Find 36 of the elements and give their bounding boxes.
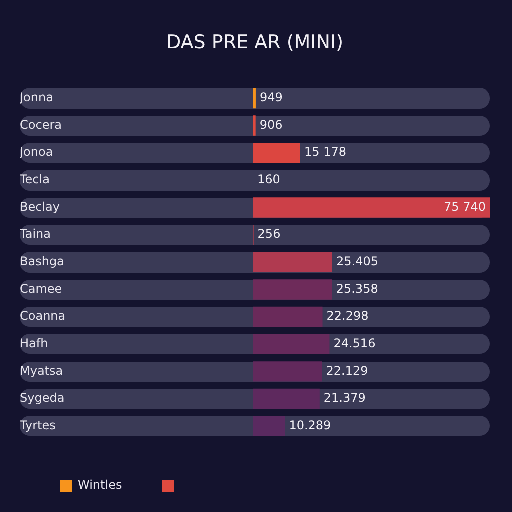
- data-label: 22.298: [326, 309, 369, 324]
- data-label: 25.358: [336, 282, 378, 296]
- data-label: 10.289: [289, 418, 332, 432]
- y-tick-label: Beclay: [20, 200, 60, 214]
- data-label: 21.379: [324, 391, 366, 406]
- y-tick-label: Coanna: [20, 309, 66, 324]
- bar: [253, 362, 322, 382]
- y-tick-label: Hafh: [20, 336, 48, 350]
- y-tick-label: Tyrtes: [19, 418, 56, 432]
- bar: [253, 143, 300, 164]
- y-tick-label: Tecla: [19, 172, 50, 187]
- data-label: 906: [260, 118, 283, 132]
- data-label: 24.516: [334, 336, 376, 350]
- data-label: 949: [260, 90, 283, 105]
- bar: [253, 306, 323, 328]
- y-tick-label: Myatsa: [20, 364, 64, 378]
- bar: [253, 388, 320, 410]
- bar: [253, 334, 330, 354]
- y-tick-label: Sygeda: [20, 391, 65, 406]
- y-tick-label: Cocera: [20, 118, 62, 132]
- data-label: 256: [258, 227, 281, 242]
- bar: [253, 280, 332, 300]
- data-label: 160: [258, 172, 280, 187]
- y-tick-label: Bashga: [20, 254, 64, 269]
- bar: [253, 416, 286, 436]
- y-tick-label: Taina: [19, 227, 51, 242]
- bar: [253, 116, 256, 136]
- legend-label: Wintles: [78, 478, 122, 492]
- bar: [253, 88, 256, 109]
- data-label: 15 178: [304, 145, 346, 160]
- data-label: 75 740: [444, 200, 486, 214]
- data-label: 25.405: [336, 254, 378, 269]
- chart-title: DAS PRE AR (MINI): [166, 31, 344, 54]
- y-tick-label: Camee: [20, 282, 62, 296]
- bar: [253, 252, 332, 273]
- data-label: 22.129: [326, 364, 368, 378]
